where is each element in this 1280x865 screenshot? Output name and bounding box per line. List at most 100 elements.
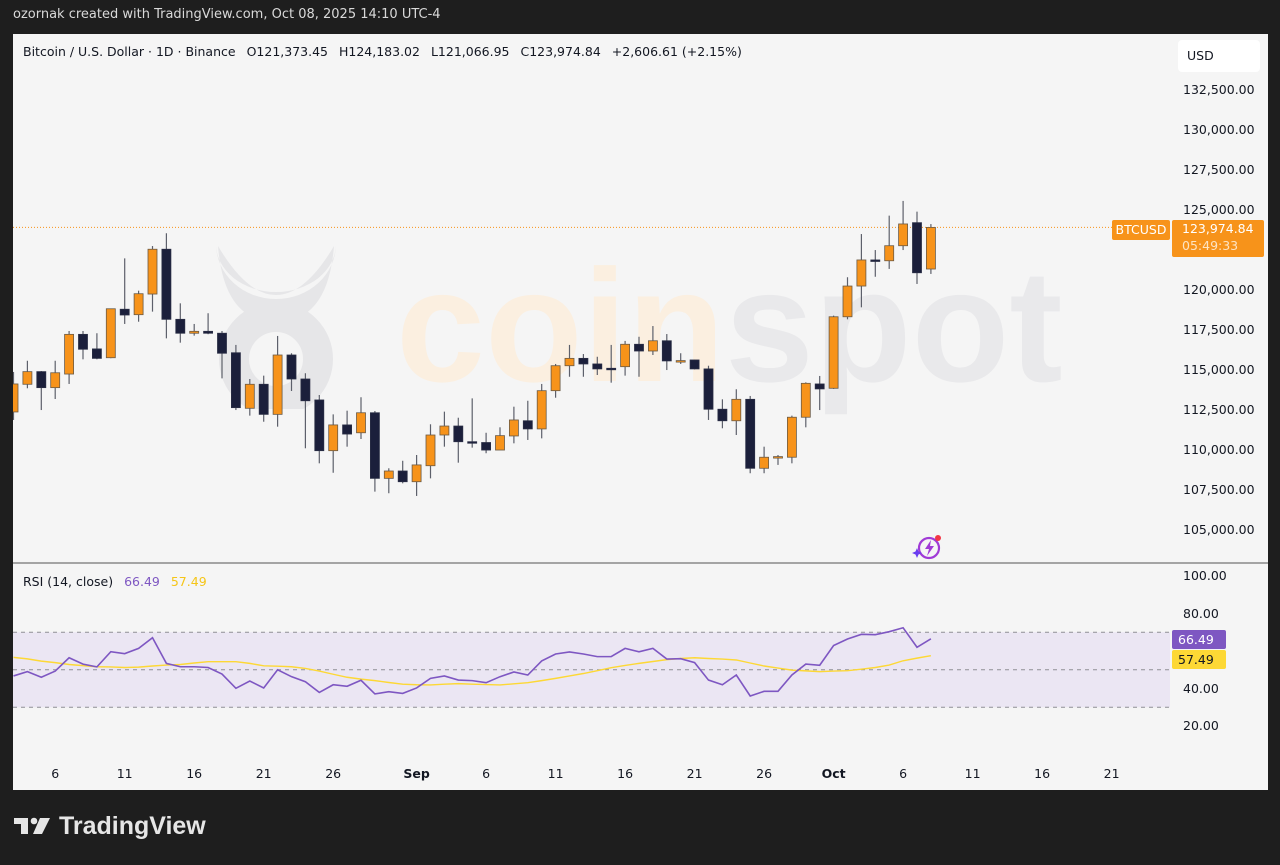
candle-down [300, 378, 311, 402]
time-axis-label: Oct [821, 766, 846, 781]
candle-down [522, 420, 533, 430]
time-axis-label: 6 [482, 766, 491, 781]
candle-up [759, 456, 769, 469]
symbol-badge: BTCUSD [1112, 220, 1170, 240]
candle-up [495, 435, 505, 451]
candle-up [22, 371, 33, 385]
candle-up [856, 259, 867, 287]
time-axis-label: 16 [617, 766, 634, 781]
rsi-axis-label: 100.00 [1183, 568, 1227, 583]
time-axis-label: 21 [1103, 766, 1120, 781]
rsi-ma-value-badge: 57.49 [1172, 650, 1226, 669]
candle-up [411, 464, 422, 483]
candle-up [425, 434, 436, 467]
ohlc-open: O121,373.45 [246, 44, 328, 59]
price-axis-label: 105,000.00 [1183, 522, 1255, 537]
tradingview-logo: TradingView [14, 812, 206, 841]
price-axis-label: 107,500.00 [1183, 482, 1255, 497]
candle-down [606, 367, 617, 371]
candle-down [814, 383, 825, 390]
candle-down [314, 399, 325, 452]
candle-down [369, 412, 380, 479]
time-axis-label: 6 [51, 766, 60, 781]
candle-down [578, 357, 589, 365]
candle-up [773, 456, 783, 459]
candle-down [230, 352, 241, 409]
price-axis-label: 117,500.00 [1183, 322, 1255, 337]
candle-up [620, 343, 630, 368]
time-axis-label: 11 [116, 766, 133, 781]
price-axis-label: 110,000.00 [1183, 442, 1255, 457]
candle-down [258, 383, 269, 415]
currency-button[interactable]: USD [1178, 40, 1260, 72]
chart-caption: ozornak created with TradingView.com, Oc… [13, 7, 441, 22]
rsi-value-badge: 66.49 [1172, 630, 1226, 649]
candle-up [133, 293, 144, 316]
rsi-axis-label: 40.00 [1183, 681, 1219, 696]
ohlc-low: L121,066.95 [430, 44, 510, 59]
time-axis-label: 26 [325, 766, 342, 781]
price-axis-label: 132,500.00 [1183, 82, 1255, 97]
rsi-axis-label: 80.00 [1183, 606, 1219, 621]
candle-up [13, 383, 19, 413]
candle-up [105, 308, 116, 359]
time-axis-label: 26 [756, 766, 773, 781]
candle-up [675, 360, 686, 363]
price-axis-label: 127,500.00 [1183, 162, 1255, 177]
price-axis-label: 120,000.00 [1183, 282, 1255, 297]
time-axis-label: 21 [255, 766, 272, 781]
time-axis-label: 21 [686, 766, 703, 781]
candle-down [745, 398, 756, 469]
candle-up [272, 354, 283, 415]
candle-down [634, 343, 644, 352]
rsi-ma-value: 57.49 [170, 574, 207, 589]
candle-up [564, 357, 575, 367]
candle-up [884, 245, 895, 262]
candle-down [703, 368, 714, 410]
symbol-title: Bitcoin / U.S. Dollar · 1D · Binance [23, 44, 236, 59]
price-axis-label: 115,000.00 [1183, 362, 1255, 377]
bar-countdown: 05:49:33 [1182, 238, 1239, 253]
candle-up [842, 285, 853, 318]
chart-frame: coinspot Bitcoin / U.S. Dollar · 1D · Bi… [13, 34, 1268, 790]
candle-down [161, 248, 172, 320]
price-axis-label: 125,000.00 [1183, 202, 1255, 217]
last-price: 123,974.84 [1182, 221, 1254, 236]
candle-down [481, 442, 492, 451]
candle-down [119, 308, 130, 316]
candle-down [78, 333, 88, 350]
chart-plot[interactable] [13, 34, 1268, 790]
time-axis-label: 11 [964, 766, 981, 781]
candle-up [244, 383, 255, 409]
rsi-value: 66.49 [124, 574, 160, 589]
symbol-legend: Bitcoin / U.S. Dollar · 1D · Binance O12… [23, 44, 749, 59]
candle-up [550, 365, 561, 392]
candle-up [508, 419, 519, 437]
time-axis-label: Sep [403, 766, 430, 781]
candle-down [203, 330, 214, 334]
candle-down [467, 441, 478, 444]
price-axis-label: 112,500.00 [1183, 402, 1255, 417]
rsi-ma-line [13, 655, 932, 686]
candle-up [898, 223, 908, 247]
candle-down [717, 408, 728, 422]
tradingview-logo-icon [14, 817, 50, 834]
rsi-legend: RSI (14, close) 66.49 57.49 [23, 574, 214, 589]
time-axis-label: 11 [547, 766, 564, 781]
lightning-assistant-icon[interactable] [911, 534, 945, 562]
candle-down [175, 318, 186, 334]
ohlc-high: H124,183.02 [338, 44, 420, 59]
candle-up [189, 330, 200, 334]
ohlc-close: C123,974.84 [520, 44, 601, 59]
last-price-badge: 123,974.84 05:49:33 [1172, 220, 1264, 257]
candle-down [592, 363, 603, 370]
candle-up [787, 416, 797, 458]
rsi-line [13, 626, 932, 697]
candle-down [689, 359, 700, 370]
rsi-title: RSI (14, close) [23, 574, 114, 589]
candle-up [328, 424, 339, 452]
candle-up [147, 248, 158, 295]
candle-down [36, 371, 47, 389]
candle-up [828, 316, 839, 389]
candle-down [217, 332, 227, 354]
